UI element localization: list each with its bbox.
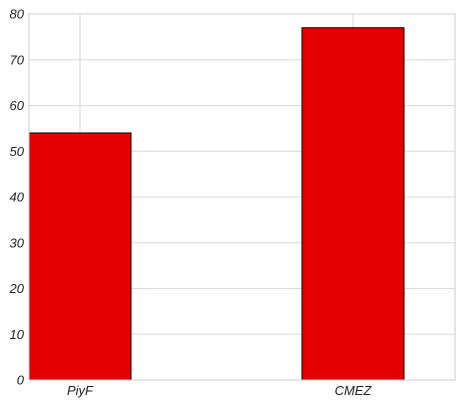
y-tick-label: 10 xyxy=(10,327,25,342)
bars xyxy=(28,27,405,381)
y-axis-ticks: 0 10 20 30 40 50 60 70 80 xyxy=(9,7,25,388)
x-tick-label: CMEZ xyxy=(335,383,373,398)
bar-cmez xyxy=(301,27,405,381)
y-tick-label: 70 xyxy=(10,52,25,67)
y-tick-label: 40 xyxy=(10,190,25,205)
x-tick-label: PiyF xyxy=(67,383,94,398)
y-tick-label: 50 xyxy=(10,144,25,159)
y-tick-label: 30 xyxy=(10,235,25,250)
y-tick-label: 20 xyxy=(9,281,25,296)
plot-frame xyxy=(28,13,456,381)
bar-piyf xyxy=(28,132,132,381)
y-tick-label: 80 xyxy=(10,7,25,22)
y-tick-label: 60 xyxy=(10,98,25,113)
x-axis-ticks: PiyF CMEZ xyxy=(67,383,372,398)
y-tick-label: 0 xyxy=(17,373,25,388)
